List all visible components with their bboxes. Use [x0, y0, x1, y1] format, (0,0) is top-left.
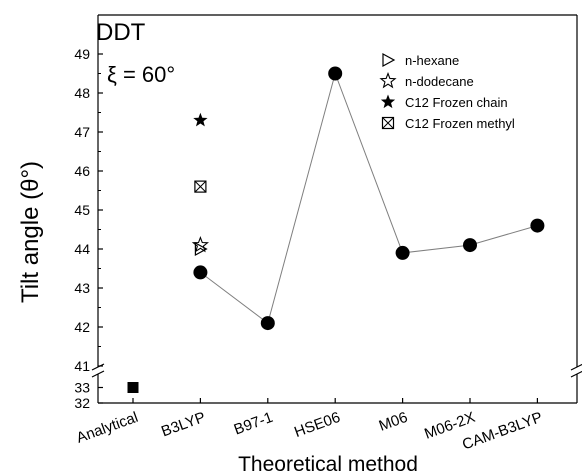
data-point-filled-circle [260, 316, 275, 331]
legend: n-hexane n-dodecane C12 Frozen chain C12 Fr… [379, 52, 515, 131]
legend-label: C12 Frozen chain [405, 95, 508, 110]
y-axis-title: Tilt angle (θ°) [17, 161, 44, 303]
x-tick-label: B97-1 [232, 409, 275, 439]
data-point-filled-circle [530, 218, 545, 233]
y-tick-label: 33 [74, 380, 90, 396]
y-tick-label: 47 [74, 124, 90, 140]
y-tick-label: 45 [74, 202, 90, 218]
x-axis-title: Theoretical method [238, 453, 418, 475]
legend-label: n-hexane [405, 53, 459, 68]
data-point-filled-circle [463, 238, 477, 253]
x-tick-label: Analytical [74, 409, 140, 447]
data-point-filled-circle [193, 265, 208, 280]
data-point-crossed-square [194, 180, 207, 193]
data-point-crossed-square-cross [194, 180, 207, 193]
data-point-open-star [191, 236, 209, 253]
data-point-filled-star [193, 112, 208, 127]
data-point-filled-circle [328, 66, 343, 81]
y-tick-label: 32 [74, 395, 90, 411]
legend-marker-crossed-square [381, 116, 395, 130]
y-tick-label: 42 [74, 319, 90, 335]
chart-title: DDT [96, 19, 146, 46]
legend-label: n-dodecane [405, 74, 474, 89]
x-tick-label: B3LYP [159, 409, 208, 441]
legend-label: C12 Frozen methyl [405, 116, 515, 131]
y-tick-label: 49 [74, 46, 90, 62]
legend-marker-open-triangle-right [382, 52, 396, 68]
y-tick-label: 44 [74, 241, 90, 257]
y-tick-label: 41 [74, 358, 90, 374]
data-point-open-triangle-right [194, 241, 208, 257]
legend-marker-open-star [379, 71, 397, 89]
y-tick-label: 46 [74, 163, 90, 179]
x-tick-label: HSE06 [292, 409, 342, 441]
y-tick-label: 43 [74, 280, 90, 296]
y-tick-label: 48 [74, 85, 90, 101]
data-point-filled-circle [395, 245, 410, 260]
data-point-filled-square [127, 382, 139, 393]
legend-marker-crossed-square-cross [382, 117, 394, 129]
right-axis-break-mark [570, 363, 582, 371]
chart-annotation: ξ = 60° [107, 62, 175, 87]
y-axis-break-mark [91, 370, 105, 378]
legend-marker-filled-star [380, 94, 396, 109]
right-axis-break-mark [570, 370, 582, 378]
series-line [200, 71, 538, 324]
y-axis-break-mark [91, 363, 105, 371]
x-tick-label: M06 [377, 409, 410, 435]
